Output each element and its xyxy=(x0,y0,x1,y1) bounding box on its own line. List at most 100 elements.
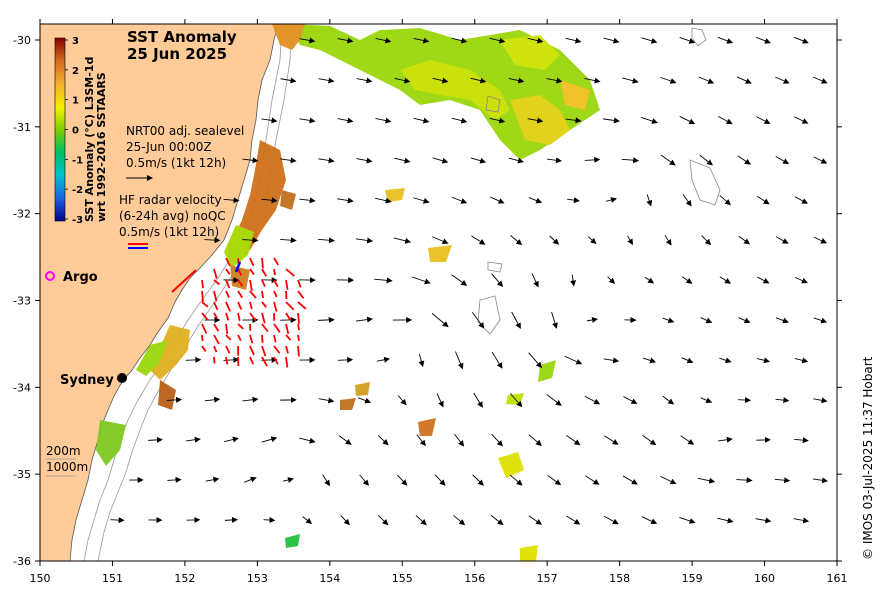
current-arrow xyxy=(681,357,694,364)
hf-radar-vector xyxy=(201,345,207,352)
hf-radar-vector xyxy=(273,323,281,333)
y-axis: -30-31-32-33-34-35-36 xyxy=(13,34,842,568)
current-arrow xyxy=(204,396,221,403)
hf-radar-vector xyxy=(285,345,289,354)
current-arrow xyxy=(584,156,601,163)
current-arrow xyxy=(697,477,716,484)
hf-radar-vector xyxy=(273,290,278,298)
current-arrow xyxy=(627,235,634,246)
hfradar-legend-line1: HF radar velocity xyxy=(119,193,222,207)
colorbar-label-line2: wrt 1992-2016 SSTAARS xyxy=(95,72,108,222)
current-arrow xyxy=(621,157,640,164)
colorbar-tick-label: -2 xyxy=(72,185,83,196)
current-arrow xyxy=(455,351,464,370)
current-arrow xyxy=(299,117,316,124)
current-arrow xyxy=(547,157,562,164)
current-arrow xyxy=(509,474,523,486)
current-arrow xyxy=(794,276,808,284)
y-tick-label: -32 xyxy=(13,208,31,221)
current-arrow xyxy=(755,36,771,44)
current-arrow xyxy=(546,77,563,84)
colorbar-tick-label: 2 xyxy=(72,66,79,77)
current-arrow xyxy=(642,435,657,446)
current-arrow xyxy=(527,37,544,44)
current-arrow xyxy=(738,235,751,245)
current-arrow xyxy=(282,477,294,483)
hf-radar-vector xyxy=(261,268,268,277)
colorbar-tick-label: 3 xyxy=(72,36,79,47)
current-arrow xyxy=(355,316,374,323)
current-arrow xyxy=(528,352,543,369)
current-arrow xyxy=(603,357,620,364)
hf-radar-vector xyxy=(261,290,264,299)
current-arrow xyxy=(375,37,392,44)
sealevel-legend-line1: NRT00 adj. sealevel xyxy=(126,124,244,138)
current-arrow xyxy=(166,396,183,403)
current-arrow xyxy=(204,237,221,244)
hf-radar-vector xyxy=(201,301,209,308)
hf-radar-vector xyxy=(297,301,307,310)
current-arrow xyxy=(299,437,316,444)
hf-radar-vector xyxy=(213,301,219,311)
current-arrow xyxy=(318,316,335,323)
hf-radar-vector xyxy=(261,301,267,308)
hf-radar-vector xyxy=(249,257,255,267)
current-arrow xyxy=(416,434,426,447)
hf-radar-vector xyxy=(213,312,218,319)
hf-radar-vector xyxy=(171,269,197,293)
credit-text: © IMOS 03-Jul-2025 11:37 Hobart xyxy=(861,356,875,560)
x-axis: 150 151 152 153 154 155 156 157 158 159 160 161 xyxy=(30,19,848,585)
x-tick-label: 152 xyxy=(174,572,195,585)
x-tick-label: 153 xyxy=(247,572,268,585)
current-arrow xyxy=(717,517,734,524)
current-arrow xyxy=(736,76,752,84)
current-arrow xyxy=(644,276,655,284)
current-arrow xyxy=(261,436,278,443)
colorbar-tick-label: -3 xyxy=(72,215,83,226)
current-arrow xyxy=(470,157,487,164)
current-arrow xyxy=(356,157,373,164)
hf-radar-vector xyxy=(249,356,255,365)
current-arrow xyxy=(436,393,444,408)
hf-radar-vector xyxy=(249,290,257,299)
y-tick-label: -36 xyxy=(13,555,31,568)
hf-radar-vector xyxy=(201,279,204,289)
hf-radar-vector xyxy=(225,268,231,275)
hf-radar-vector xyxy=(225,312,230,321)
current-arrow xyxy=(528,434,542,446)
hf-radar-vector xyxy=(261,279,266,287)
current-arrow xyxy=(641,516,658,524)
current-arrow xyxy=(756,195,770,205)
current-arrow xyxy=(394,77,411,84)
current-arrow xyxy=(549,235,560,245)
x-tick-label: 151 xyxy=(102,572,123,585)
current-arrow xyxy=(698,76,715,84)
colorbar-label-line1: SST Anomaly (°C) L3SM-1d xyxy=(83,57,96,222)
current-arrow xyxy=(490,196,505,204)
current-arrow xyxy=(377,435,389,446)
current-arrow xyxy=(318,77,335,84)
current-arrow xyxy=(318,237,335,244)
current-arrow xyxy=(756,116,771,124)
current-arrow xyxy=(604,435,619,445)
current-arrow xyxy=(397,474,408,486)
sst-patches xyxy=(96,24,600,561)
current-arrow xyxy=(148,436,163,443)
current-arrow xyxy=(491,433,503,447)
current-arrow xyxy=(660,475,677,485)
island xyxy=(689,159,721,206)
hf-radar-vector xyxy=(249,301,253,310)
current-arrow xyxy=(374,277,393,284)
current-arrow xyxy=(431,313,449,328)
current-arrow xyxy=(224,516,238,523)
hf-radar-vector xyxy=(225,257,231,267)
hf-radar-vector xyxy=(237,279,244,287)
x-tick-label: 158 xyxy=(609,572,630,585)
current-arrow xyxy=(470,77,487,84)
current-arrow xyxy=(565,117,582,124)
argo-marker xyxy=(45,271,55,281)
current-arrow xyxy=(432,236,449,245)
current-arrow xyxy=(359,474,370,486)
current-arrow xyxy=(794,116,809,124)
